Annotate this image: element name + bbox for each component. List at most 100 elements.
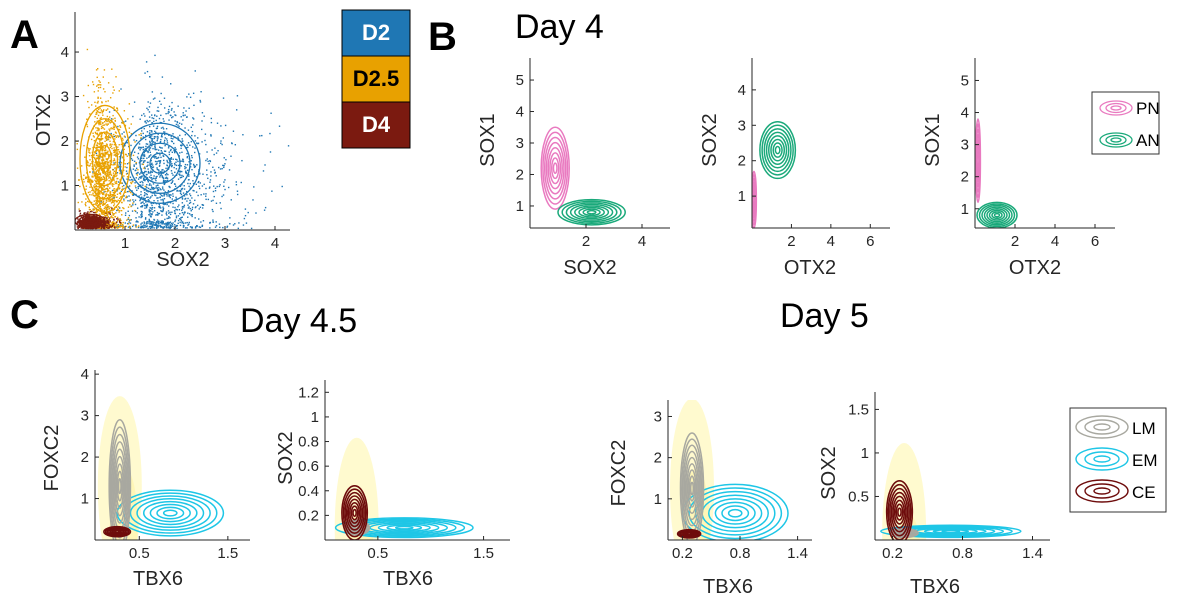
- scatter-point: [102, 153, 105, 155]
- scatter-point: [106, 220, 109, 222]
- scatter-point: [168, 119, 170, 121]
- scatter-point: [189, 182, 191, 185]
- scatter-point: [149, 147, 152, 149]
- scatter-point: [106, 208, 109, 211]
- scatter-point: [181, 197, 184, 199]
- scatter-point: [87, 181, 90, 183]
- scatter-point: [156, 162, 158, 165]
- scatter-point: [168, 222, 170, 224]
- scatter-point: [205, 193, 207, 195]
- scatter-point: [103, 207, 106, 210]
- scatter-point: [154, 224, 157, 227]
- scatter-point: [149, 125, 151, 128]
- scatter-point: [154, 141, 156, 144]
- scatter-point: [235, 181, 237, 183]
- scatter-point: [113, 135, 116, 138]
- scatter-point: [112, 214, 115, 216]
- scatter-point: [197, 137, 199, 139]
- scatter-point: [139, 199, 141, 202]
- scatter-point: [261, 134, 263, 137]
- scatter-point: [201, 224, 204, 227]
- scatter-point: [205, 187, 207, 190]
- scatter-point: [187, 207, 190, 209]
- scatter-point: [106, 158, 108, 160]
- scatter-point: [118, 206, 120, 208]
- scatter-point: [146, 150, 149, 152]
- scatter-point: [117, 125, 119, 128]
- scatter-point: [151, 194, 153, 197]
- scatter-point: [143, 202, 145, 205]
- scatter-point: [172, 158, 174, 160]
- scatter-point: [116, 221, 118, 223]
- scatter-point: [148, 111, 151, 113]
- contour-level: [350, 505, 359, 521]
- scatter-point: [145, 205, 148, 208]
- scatter-point: [94, 121, 96, 123]
- scatter-point: [160, 114, 162, 117]
- scatter-point: [109, 137, 112, 139]
- contour-level: [341, 485, 369, 540]
- scatter-point: [218, 185, 221, 188]
- scatter-point: [143, 179, 145, 181]
- scatter-point: [174, 150, 176, 153]
- scatter-point: [135, 221, 137, 223]
- scatter-point: [104, 216, 106, 219]
- scatter-point: [108, 208, 110, 210]
- scatter-point: [83, 225, 85, 227]
- scatter-point: [113, 195, 116, 197]
- scatter-point: [88, 151, 90, 153]
- scatter-point: [119, 193, 122, 195]
- scatter-point: [159, 162, 161, 164]
- scatter-point: [89, 152, 91, 154]
- scatter-point: [113, 183, 115, 185]
- scatter-point: [213, 195, 215, 198]
- scatter-point: [145, 61, 148, 63]
- scatter-point: [107, 120, 109, 122]
- scatter-point: [78, 224, 81, 226]
- scatter-point: [165, 128, 168, 130]
- scatter-point: [115, 196, 118, 198]
- scatter-point: [166, 164, 168, 166]
- scatter-point: [97, 127, 99, 129]
- scatter-point: [156, 197, 158, 199]
- scatter-point: [107, 153, 109, 156]
- contour-level: [727, 508, 743, 518]
- scatter-point: [187, 179, 190, 181]
- scatter-point: [117, 136, 120, 138]
- x-tick-label: 4: [1051, 233, 1059, 250]
- scatter-point: [98, 142, 101, 144]
- scatter-point: [114, 181, 116, 183]
- scatter-point: [107, 175, 109, 177]
- scatter-point: [97, 191, 99, 193]
- scatter-point: [106, 191, 108, 193]
- scatter-point: [164, 191, 166, 193]
- scatter-point: [129, 222, 132, 224]
- scatter-point: [159, 188, 161, 190]
- series-em-contours: [880, 524, 1022, 539]
- scatter-point: [163, 107, 166, 109]
- scatter-point: [112, 174, 115, 176]
- scatter-point: [149, 183, 151, 185]
- scatter-point: [97, 128, 99, 130]
- scatter-point: [113, 224, 116, 226]
- scatter-point: [174, 120, 176, 122]
- scatter-point: [159, 140, 162, 143]
- scatter-point: [98, 197, 100, 200]
- scatter-point: [156, 188, 159, 190]
- contour-level: [993, 212, 1001, 218]
- scatter-point: [149, 120, 151, 122]
- scatter-point: [161, 210, 163, 213]
- scatter-point: [146, 161, 149, 164]
- scatter-point: [113, 89, 115, 91]
- scatter-point: [105, 123, 107, 125]
- scatter-point: [204, 133, 207, 135]
- scatter-point: [105, 149, 107, 151]
- scatter-point: [157, 221, 159, 223]
- scatter-point: [223, 157, 225, 159]
- scatter-point: [189, 194, 192, 197]
- scatter-point: [94, 151, 96, 154]
- scatter-point: [155, 157, 158, 160]
- scatter-point: [95, 220, 97, 223]
- scatter-point: [136, 212, 138, 214]
- scatter-point: [102, 76, 104, 78]
